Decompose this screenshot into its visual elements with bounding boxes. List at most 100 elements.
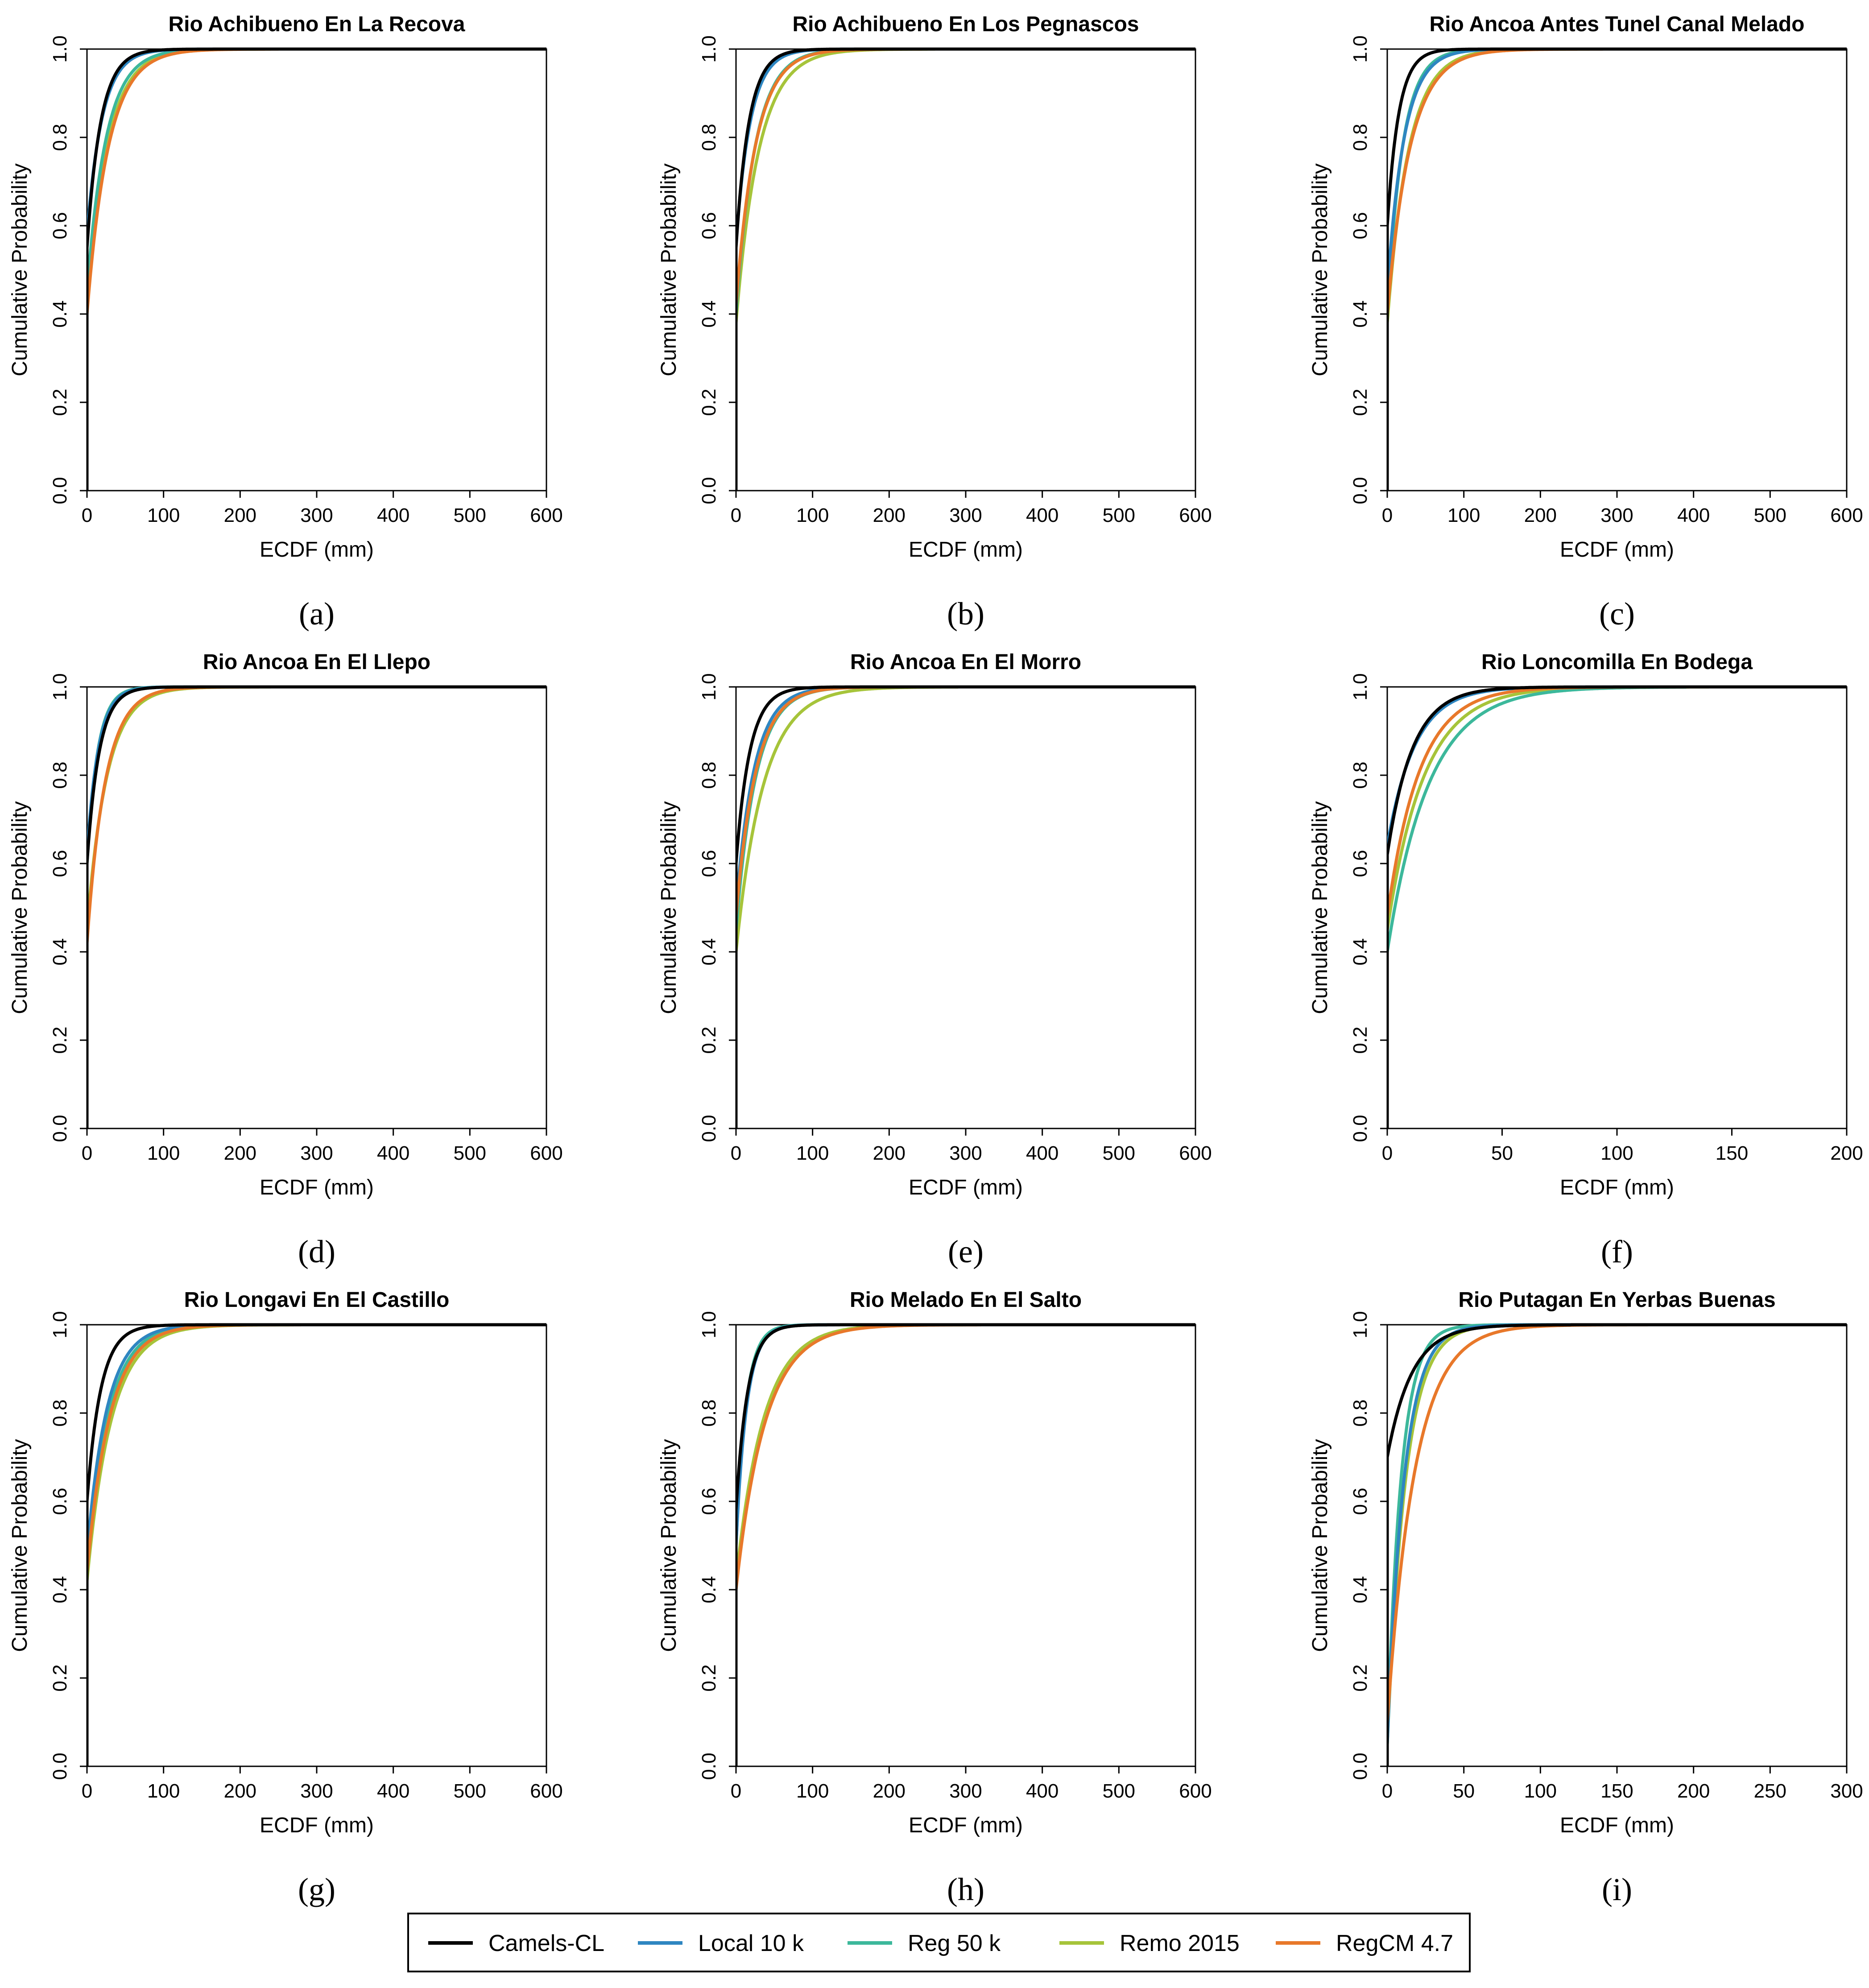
x-tick-label: 300	[300, 504, 333, 526]
y-tick-label: 0.2	[1349, 1664, 1371, 1691]
y-tick-label: 1.0	[1349, 35, 1371, 62]
y-tick-label: 0.2	[698, 1664, 720, 1691]
x-tick-label: 100	[147, 1142, 180, 1164]
series-line-camels-cl	[1387, 1323, 1847, 1766]
y-tick-label: 0.8	[49, 1399, 71, 1426]
x-tick-label: 0	[82, 1142, 92, 1164]
series-line-camels-cl	[736, 1323, 1195, 1766]
x-tick-label: 250	[1754, 1780, 1786, 1802]
legend: Camels-CL Local 10 k Reg 50 k Remo 2015 RegC…	[407, 1913, 1471, 1972]
x-tick-label: 50	[1491, 1142, 1513, 1164]
panel-title: Rio Putagan En Yerbas Buenas	[1458, 1288, 1775, 1312]
x-axis-label: ECDF (mm)	[1560, 1814, 1674, 1837]
x-tick-label: 100	[1447, 504, 1480, 526]
x-tick-label: 300	[300, 1142, 333, 1164]
y-tick-label: 0.8	[1349, 761, 1371, 789]
x-tick-label: 200	[1524, 504, 1557, 526]
y-tick-label: 0.8	[698, 1399, 720, 1426]
x-tick-label: 600	[1179, 1780, 1212, 1802]
subfigure-label: (e)	[948, 1234, 984, 1269]
legend-label-regcm-4-7: RegCM 4.7	[1336, 1930, 1453, 1956]
panel-d: Rio Ancoa En El Llepo 0 100 200 300 400 500 600…	[8, 650, 563, 1269]
y-axis-label: Cumulative Probability	[8, 163, 32, 376]
y-tick-label: 0.2	[698, 1026, 720, 1054]
y-tick-label: 0.6	[49, 850, 71, 877]
subfigure-label: (h)	[947, 1872, 984, 1907]
subfigure-label: (b)	[947, 596, 984, 632]
series-line-camels-cl	[1387, 47, 1847, 491]
series-line-camels-cl	[87, 685, 546, 1128]
series-line-camels-cl	[87, 47, 546, 491]
y-tick-label: 0.0	[1349, 1752, 1371, 1780]
x-tick-label: 50	[1453, 1780, 1475, 1802]
x-tick-label: 300	[1830, 1780, 1863, 1802]
y-tick-label: 0.8	[49, 761, 71, 789]
y-tick-label: 0.4	[698, 1576, 720, 1603]
y-tick-label: 0.0	[698, 477, 720, 504]
x-axis-label: ECDF (mm)	[909, 538, 1023, 562]
y-tick-label: 0.0	[49, 477, 71, 504]
subfigure-label: (g)	[298, 1872, 335, 1907]
y-tick-label: 0.2	[698, 389, 720, 416]
x-tick-label: 200	[873, 1142, 906, 1164]
y-tick-label: 0.8	[698, 124, 720, 151]
x-tick-label: 100	[1524, 1780, 1557, 1802]
y-tick-label: 0.4	[1349, 300, 1371, 327]
y-tick-label: 0.6	[1349, 850, 1371, 877]
x-tick-label: 200	[224, 504, 256, 526]
x-tick-label: 600	[1830, 504, 1863, 526]
x-tick-label: 300	[949, 1142, 982, 1164]
y-tick-label: 0.6	[49, 1488, 71, 1515]
x-tick-label: 0	[731, 1780, 741, 1802]
x-tick-label: 0	[82, 504, 92, 526]
subfigure-label: (i)	[1602, 1872, 1632, 1907]
x-tick-label: 200	[1830, 1142, 1863, 1164]
y-tick-label: 0.6	[1349, 212, 1371, 239]
x-tick-label: 200	[873, 1780, 906, 1802]
y-tick-label: 0.8	[1349, 1399, 1371, 1426]
x-axis-label: ECDF (mm)	[909, 1176, 1023, 1199]
x-tick-label: 300	[1600, 504, 1633, 526]
x-tick-label: 200	[873, 504, 906, 526]
panel-e: Rio Ancoa En El Morro 0 100 200 300 400 500 600…	[657, 650, 1212, 1269]
y-axis-label: Cumulative Probability	[657, 801, 681, 1014]
panel-f: Rio Loncomilla En Bodega 0 50 100 150 200 0.0 0…	[1308, 650, 1863, 1269]
y-tick-label: 0.2	[1349, 389, 1371, 416]
y-axis-label: Cumulative Probability	[657, 163, 681, 376]
x-tick-label: 400	[377, 1142, 409, 1164]
y-tick-label: 0.8	[698, 761, 720, 789]
y-tick-label: 1.0	[1349, 1311, 1371, 1338]
series-line-camels-cl	[736, 685, 1195, 1128]
x-tick-label: 0	[731, 504, 741, 526]
x-tick-label: 500	[454, 1142, 486, 1164]
x-tick-label: 200	[1677, 1780, 1710, 1802]
y-axis-label: Cumulative Probability	[1308, 1439, 1332, 1652]
y-tick-label: 1.0	[49, 1311, 71, 1338]
x-tick-label: 600	[1179, 1142, 1212, 1164]
x-tick-label: 500	[454, 504, 486, 526]
y-tick-label: 1.0	[698, 1311, 720, 1338]
y-tick-label: 0.8	[1349, 124, 1371, 151]
y-tick-label: 0.2	[49, 389, 71, 416]
legend-label-local-10-k: Local 10 k	[698, 1930, 804, 1956]
x-tick-label: 150	[1600, 1780, 1633, 1802]
x-axis-label: ECDF (mm)	[1560, 538, 1674, 562]
panel-c: Rio Ancoa Antes Tunel Canal Melado 0 100 20…	[1308, 12, 1863, 632]
y-tick-label: 0.0	[49, 1752, 71, 1780]
x-tick-label: 300	[300, 1780, 333, 1802]
y-tick-label: 1.0	[49, 673, 71, 700]
legend-label-reg-50-k: Reg 50 k	[908, 1930, 1001, 1956]
subfigure-label: (c)	[1599, 596, 1635, 632]
x-tick-label: 600	[530, 1780, 562, 1802]
panel-title: Rio Achibueno En La Recova	[169, 12, 465, 36]
x-tick-label: 400	[377, 1780, 409, 1802]
y-tick-label: 0.2	[1349, 1026, 1371, 1054]
x-tick-label: 500	[1103, 1780, 1135, 1802]
panel-title: Rio Loncomilla En Bodega	[1481, 650, 1753, 674]
legend-label-remo-2015: Remo 2015	[1120, 1930, 1240, 1956]
y-tick-label: 0.4	[49, 938, 71, 965]
x-axis-label: ECDF (mm)	[909, 1814, 1023, 1837]
panel-h: Rio Melado En El Salto 0 100 200 300 400 500 60…	[657, 1288, 1212, 1907]
subfigure-label: (d)	[298, 1234, 335, 1269]
